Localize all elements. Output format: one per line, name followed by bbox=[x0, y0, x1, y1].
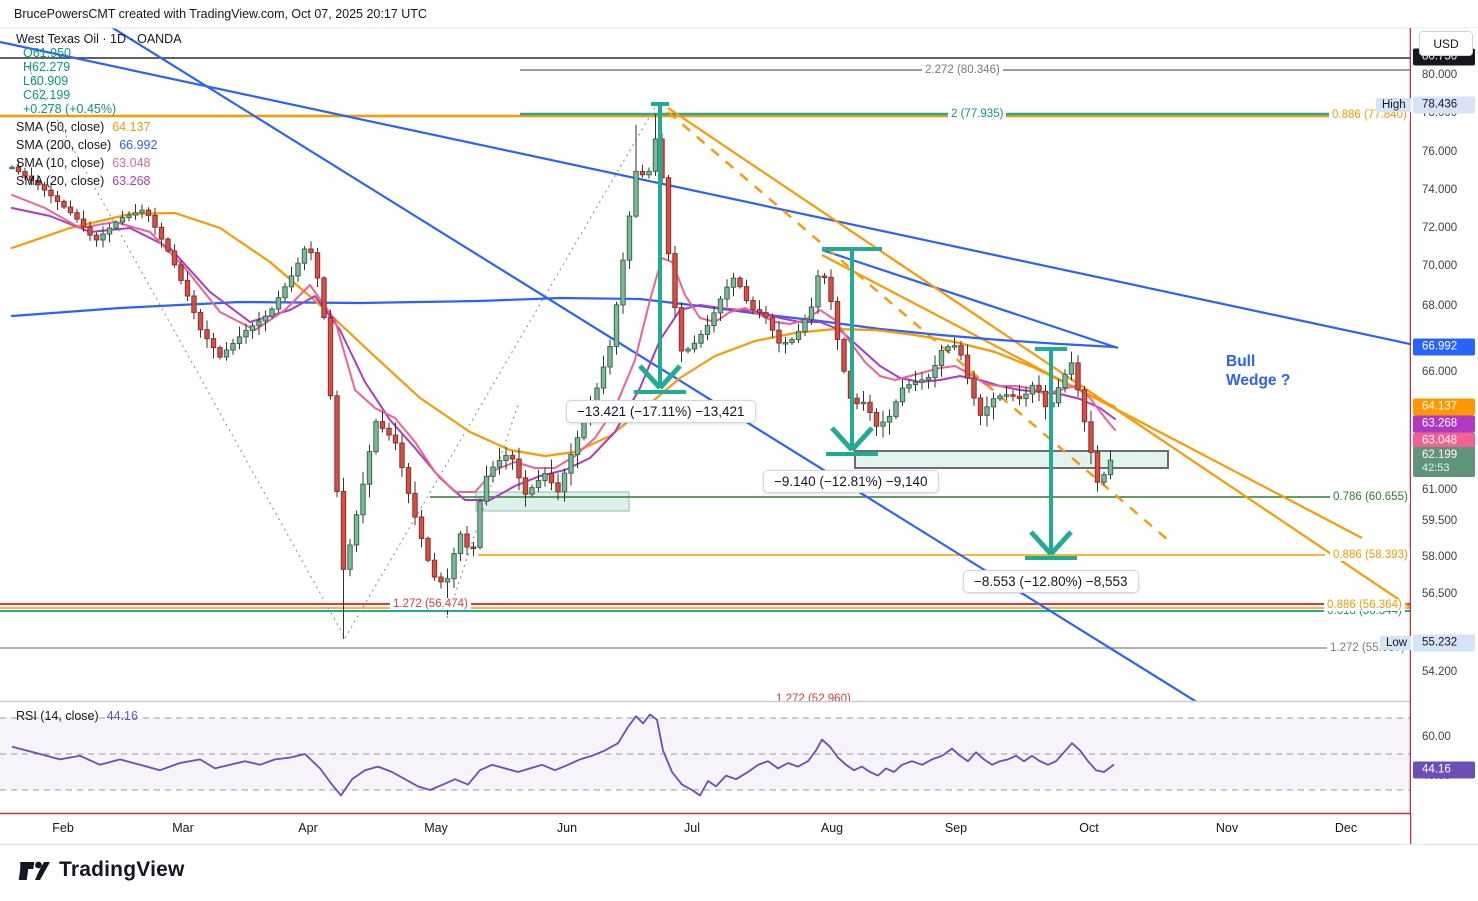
month-label-jul[interactable]: Jul bbox=[684, 821, 700, 835]
currency-button[interactable]: USD bbox=[1419, 31, 1473, 56]
chart-canvas[interactable] bbox=[0, 0, 1478, 846]
price-tick: 68.000 bbox=[1422, 300, 1458, 312]
measure-arrow[interactable] bbox=[1025, 347, 1077, 560]
price-tick: 72.000 bbox=[1422, 222, 1458, 234]
price-pane[interactable] bbox=[0, 20, 1410, 760]
rsi-chip: 44.16 bbox=[1413, 761, 1475, 779]
trend-line[interactable] bbox=[100, 20, 1290, 760]
rsi-pane[interactable] bbox=[0, 713, 1410, 797]
price-tick: 54.200 bbox=[1422, 666, 1458, 678]
month-label-jun[interactable]: Jun bbox=[556, 821, 578, 835]
price-tick: 70.000 bbox=[1422, 260, 1458, 272]
price-chip: 63.268 bbox=[1413, 415, 1475, 433]
price-chip: 62.199 42:53 bbox=[1413, 447, 1475, 477]
month-label-apr[interactable]: Apr bbox=[298, 821, 318, 835]
month-label-oct[interactable]: Oct bbox=[1079, 821, 1099, 835]
candlestick-series[interactable] bbox=[9, 114, 1114, 639]
measure-arrow[interactable] bbox=[634, 102, 686, 394]
price-tick: 58.000 bbox=[1422, 551, 1458, 563]
trend-line[interactable] bbox=[0, 40, 1410, 346]
trend-line[interactable] bbox=[821, 248, 1119, 350]
month-label-feb[interactable]: Feb bbox=[52, 821, 74, 835]
price-tick: 76.000 bbox=[1422, 146, 1458, 158]
price-chip: 55.232 bbox=[1413, 634, 1475, 652]
time-axis[interactable]: Feb Mar Apr May Jun Jul Aug Sep Oct Nov Dec bbox=[0, 815, 1410, 844]
sma-10-line[interactable] bbox=[11, 194, 1116, 493]
tradingview-logo: TradingView bbox=[18, 855, 185, 885]
month-label-aug[interactable]: Aug bbox=[820, 821, 844, 835]
trend-line[interactable] bbox=[344, 103, 658, 639]
price-tick: 59.500 bbox=[1422, 515, 1458, 527]
price-tick: 66.000 bbox=[1422, 366, 1458, 378]
price-tick: 56.500 bbox=[1422, 588, 1458, 600]
tradingview-logo-text: TradingView bbox=[59, 858, 185, 881]
trend-line[interactable] bbox=[667, 111, 1169, 541]
month-label-nov[interactable]: Nov bbox=[1215, 821, 1239, 835]
price-chip: 64.137 bbox=[1413, 398, 1475, 416]
sma-50-line[interactable] bbox=[10, 211, 1117, 458]
price-chip: 66.992 bbox=[1413, 338, 1475, 356]
trend-line[interactable] bbox=[446, 404, 519, 619]
month-label-may[interactable]: May bbox=[424, 821, 448, 835]
tradingview-logo-icon bbox=[18, 861, 50, 880]
price-tick: 61.000 bbox=[1422, 484, 1458, 496]
credit-line: BrucePowersCMT created with TradingView.… bbox=[14, 7, 427, 21]
month-label-sep[interactable]: Sep bbox=[944, 821, 968, 835]
price-chip: 78.436 bbox=[1413, 96, 1475, 114]
month-label-mar[interactable]: Mar bbox=[172, 821, 194, 835]
rsi-tick: 60.00 bbox=[1422, 731, 1451, 743]
measure-arrow[interactable] bbox=[822, 247, 882, 456]
trend-line[interactable] bbox=[667, 107, 1410, 608]
price-tick: 80.000 bbox=[1422, 69, 1458, 81]
month-label-dec[interactable]: Dec bbox=[1334, 821, 1358, 835]
price-chip: 63.048 bbox=[1413, 432, 1475, 450]
price-axis[interactable]: 80.00078.00076.00074.00072.00070.00068.0… bbox=[1411, 28, 1478, 814]
trend-line[interactable] bbox=[24, 61, 346, 639]
price-tick: 74.000 bbox=[1422, 184, 1458, 196]
price-zone-box[interactable] bbox=[854, 450, 1169, 469]
rsi-line[interactable] bbox=[11, 713, 1115, 797]
